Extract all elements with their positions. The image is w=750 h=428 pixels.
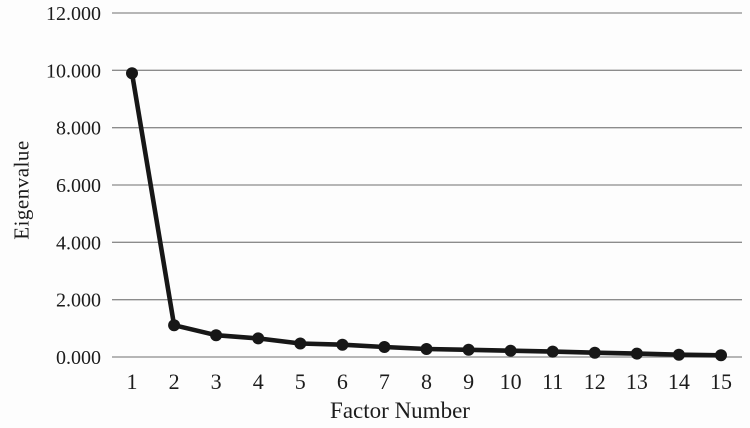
- data-point: [588, 346, 601, 359]
- y-tick-label: 4.000: [56, 232, 101, 254]
- data-point: [630, 347, 643, 360]
- data-point: [336, 338, 349, 351]
- data-point: [672, 348, 685, 361]
- x-tick-label: 7: [379, 369, 390, 394]
- x-tick-label: 14: [668, 369, 690, 394]
- data-point: [210, 329, 223, 342]
- y-tick-label: 2.000: [56, 290, 101, 312]
- series-line: [129, 70, 724, 358]
- data-point: [715, 349, 727, 362]
- data-point: [504, 344, 517, 357]
- x-tick-label: 12: [584, 369, 606, 394]
- y-tick-label: 10.000: [46, 60, 101, 82]
- x-tick-label: 3: [211, 369, 222, 394]
- data-point: [168, 319, 181, 332]
- y-tick-label: 8.000: [56, 118, 101, 140]
- data-point: [252, 332, 265, 345]
- x-axis-title: Factor Number: [330, 398, 470, 423]
- x-tick-label: 10: [500, 369, 522, 394]
- x-tick-label: 2: [169, 369, 180, 394]
- y-tick-label: 12.000: [46, 3, 101, 25]
- data-point: [126, 67, 138, 80]
- x-tick-label: 4: [253, 369, 264, 394]
- x-tick-label: 6: [337, 369, 348, 394]
- x-tick-label: 15: [710, 369, 732, 394]
- y-axis-title: Eigenvalue: [9, 140, 34, 240]
- data-point: [546, 345, 559, 358]
- data-point: [462, 343, 475, 356]
- x-tick-label: 8: [421, 369, 432, 394]
- y-tick-label: 0.000: [56, 347, 101, 369]
- x-tick-label: 1: [127, 369, 138, 394]
- x-tick-label: 9: [463, 369, 474, 394]
- data-point: [294, 337, 307, 350]
- x-tick-label: 5: [295, 369, 306, 394]
- data-point: [378, 341, 391, 353]
- x-tick-label: 11: [542, 369, 563, 394]
- x-tick-label: 13: [626, 369, 648, 394]
- y-tick-label: 6.000: [56, 175, 101, 197]
- data-point: [420, 343, 433, 355]
